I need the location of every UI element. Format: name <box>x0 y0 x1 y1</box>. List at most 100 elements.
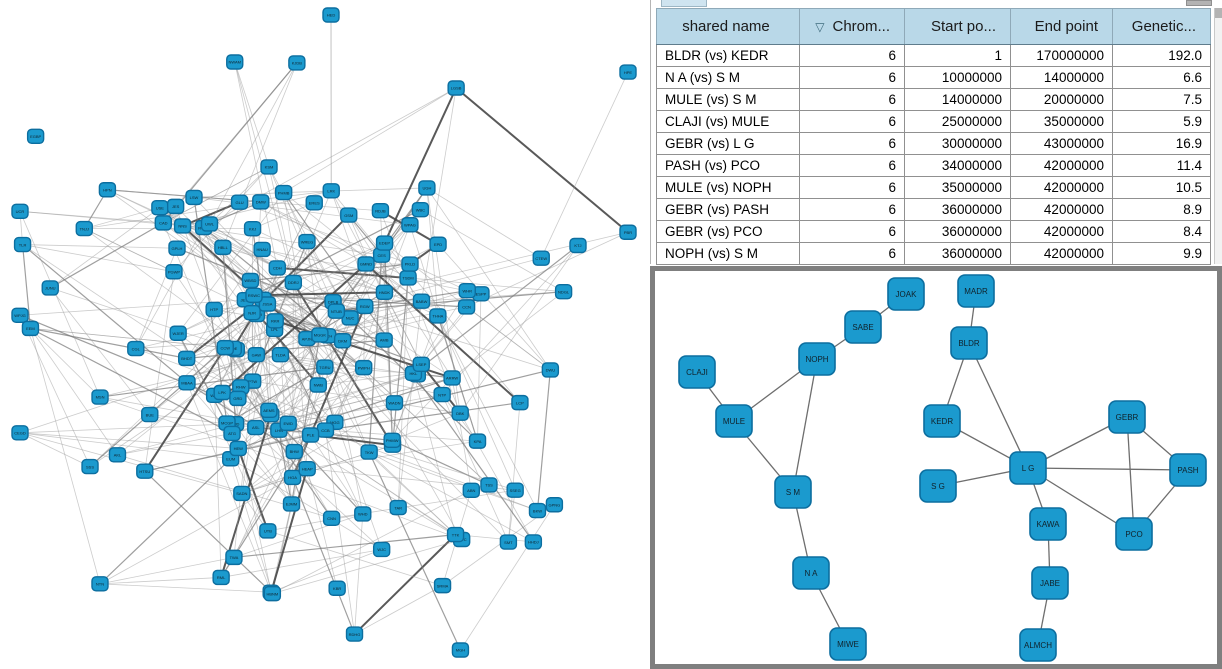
network-node[interactable]: ASL <box>247 419 265 436</box>
network-node[interactable]: KPA <box>468 433 487 449</box>
network-node[interactable]: TAR <box>389 499 407 516</box>
network-node[interactable]: TTK <box>446 526 465 543</box>
network-node[interactable]: HED <box>322 7 340 23</box>
filter-icon[interactable]: ▽ <box>815 20 825 34</box>
node-shape[interactable] <box>212 569 230 586</box>
node-shape[interactable] <box>41 280 59 296</box>
network-node[interactable]: SSS <box>81 458 99 475</box>
node-shape[interactable] <box>252 194 270 210</box>
node-shape[interactable] <box>245 287 263 304</box>
network-node[interactable]: EJMM <box>282 496 301 512</box>
network-node[interactable]: HBLL <box>214 239 232 256</box>
network-node[interactable]: MGH <box>451 642 470 658</box>
network-node[interactable]: BHW <box>285 443 303 460</box>
node-shape[interactable] <box>678 355 716 389</box>
node-shape[interactable] <box>233 485 251 502</box>
network-node[interactable]: SMT <box>499 534 518 550</box>
network-node[interactable]: UCR <box>11 203 29 219</box>
network-node[interactable]: MSN <box>91 389 109 405</box>
node-shape[interactable] <box>81 458 99 475</box>
network-node[interactable]: WBSD <box>241 272 260 289</box>
network-node[interactable]: KTJ <box>569 237 587 254</box>
node-shape[interactable] <box>268 260 286 276</box>
network-node[interactable]: ERES <box>305 195 323 211</box>
table-row[interactable]: N A (vs) S M 6 10000000 14000000 6.6 <box>656 66 1211 89</box>
full-network-view[interactable]: PMTPGWPNWBNWAMWPJGTKWJESLPBRNUCHNDKWLPGT… <box>0 0 650 669</box>
node-shape[interactable] <box>468 433 487 449</box>
node-shape[interactable] <box>241 272 260 289</box>
network-node[interactable]: MGGK <box>311 327 329 343</box>
column-header-start-point[interactable]: Start po... <box>904 8 1011 45</box>
table-row[interactable]: CLAJI (vs) MULE 6 25000000 35000000 5.9 <box>656 110 1211 133</box>
node-KAWA[interactable]: KAWA <box>1029 507 1067 541</box>
network-node[interactable]: EDEP <box>375 235 394 251</box>
network-node[interactable]: ARRW <box>443 370 461 386</box>
network-node[interactable]: UWL <box>200 216 219 232</box>
node-shape[interactable] <box>266 313 284 329</box>
table-row[interactable]: NOPH (vs) S M 6 36000000 42000000 9.9 <box>656 242 1211 265</box>
network-node[interactable]: PWPH <box>355 359 373 376</box>
node-shape[interactable] <box>372 541 391 558</box>
network-node[interactable]: RGW <box>356 298 374 315</box>
column-header-shared-name[interactable]: shared name <box>656 8 800 45</box>
node-shape[interactable] <box>322 183 340 199</box>
network-node[interactable]: WJER <box>169 325 187 341</box>
network-node[interactable]: AMB <box>375 332 393 348</box>
node-shape[interactable] <box>185 189 203 206</box>
node-shape[interactable] <box>356 298 374 315</box>
node-shape[interactable] <box>205 301 223 318</box>
node-shape[interactable] <box>433 386 451 403</box>
network-node[interactable]: HBNM <box>263 585 282 602</box>
node-PCO[interactable]: PCO <box>1115 517 1153 551</box>
node-shape[interactable] <box>285 443 303 460</box>
node-shape[interactable] <box>11 425 29 441</box>
node-shape[interactable] <box>457 299 476 315</box>
node-shape[interactable] <box>333 333 352 349</box>
network-node[interactable]: TSS <box>480 477 498 493</box>
network-node[interactable]: HEAP <box>298 460 316 477</box>
node-shape[interactable] <box>229 390 247 407</box>
network-node[interactable]: TNJJ <box>75 220 93 237</box>
node-shape[interactable] <box>322 7 340 23</box>
node-shape[interactable] <box>271 346 290 363</box>
network-node[interactable]: HPE <box>619 64 637 80</box>
network-node[interactable]: BABW <box>412 293 431 309</box>
node-JOAK[interactable]: JOAK <box>887 277 925 311</box>
node-shape[interactable] <box>26 128 45 144</box>
node-BLDR[interactable]: BLDR <box>950 326 988 360</box>
node-shape[interactable] <box>178 350 196 367</box>
network-node[interactable]: RML <box>212 569 230 586</box>
node-shape[interactable] <box>412 293 431 309</box>
node-shape[interactable] <box>214 239 232 256</box>
node-shape[interactable] <box>375 332 393 348</box>
network-node[interactable]: SSEG <box>506 482 524 498</box>
node-shape[interactable] <box>541 362 560 378</box>
node-shape[interactable] <box>288 55 306 71</box>
node-shape[interactable] <box>451 642 470 658</box>
node-shape[interactable] <box>532 250 550 266</box>
node-shape[interactable] <box>311 327 329 343</box>
network-node[interactable]: PHMB <box>274 184 293 201</box>
network-node[interactable]: DDRJ <box>284 274 303 291</box>
node-MULE[interactable]: MULE <box>715 404 753 438</box>
network-node[interactable]: TSDM <box>399 270 417 286</box>
network-node[interactable]: GSM <box>340 207 358 223</box>
network-node[interactable]: EPD <box>429 236 447 252</box>
node-shape[interactable] <box>178 375 196 391</box>
node-shape[interactable] <box>1031 566 1069 600</box>
network-node[interactable]: PLE <box>301 427 320 443</box>
node-shape[interactable] <box>216 339 234 356</box>
node-shape[interactable] <box>168 240 186 256</box>
network-node[interactable]: HTSU <box>136 463 154 479</box>
table-row[interactable]: GEBR (vs) PCO 6 36000000 42000000 8.4 <box>656 220 1211 243</box>
node-shape[interactable] <box>298 460 316 477</box>
node-shape[interactable] <box>950 326 988 360</box>
node-shape[interactable] <box>569 237 587 254</box>
node-shape[interactable] <box>385 395 404 411</box>
network-node[interactable]: NJR <box>243 305 261 321</box>
network-node[interactable]: ESPP <box>472 286 490 302</box>
network-node[interactable]: TLR <box>13 236 32 253</box>
full-network-canvas[interactable]: PMTPGWPNWBNWAMWPJGTKWJESLPBRNUCHNDKWLPGT… <box>0 0 650 669</box>
node-shape[interactable] <box>357 256 375 272</box>
node-shape[interactable] <box>619 64 637 80</box>
